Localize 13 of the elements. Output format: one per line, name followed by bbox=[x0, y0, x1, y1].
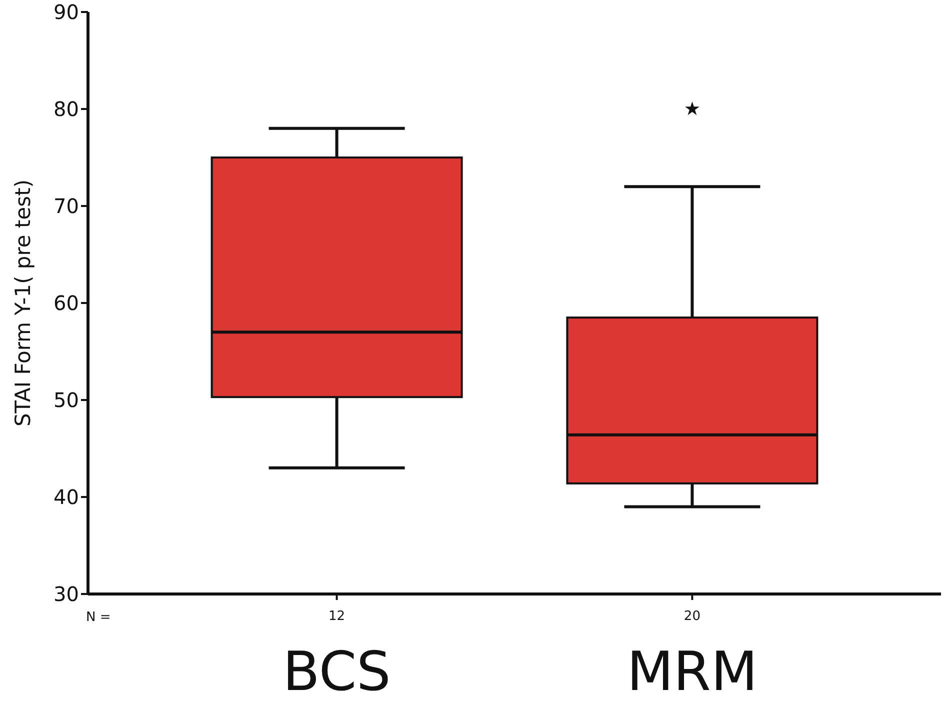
y-tick-label: 80 bbox=[54, 97, 79, 122]
y-tick-label: 40 bbox=[54, 485, 79, 510]
y-axis-title: STAI Form Y-1( pre test) bbox=[11, 179, 35, 427]
y-tick-label: 90 bbox=[54, 0, 79, 24]
text: 20 bbox=[684, 609, 700, 624]
x-tick-label: MRM bbox=[626, 640, 758, 703]
y-tick-label: 50 bbox=[54, 388, 79, 412]
y-tick-label: 30 bbox=[54, 582, 79, 606]
y-tick-label: 60 bbox=[54, 291, 79, 316]
text: N = bbox=[86, 610, 111, 625]
x-tick-label: BCS bbox=[282, 640, 391, 703]
y-tick-label: 70 bbox=[54, 194, 79, 218]
text: 12 bbox=[328, 609, 346, 624]
